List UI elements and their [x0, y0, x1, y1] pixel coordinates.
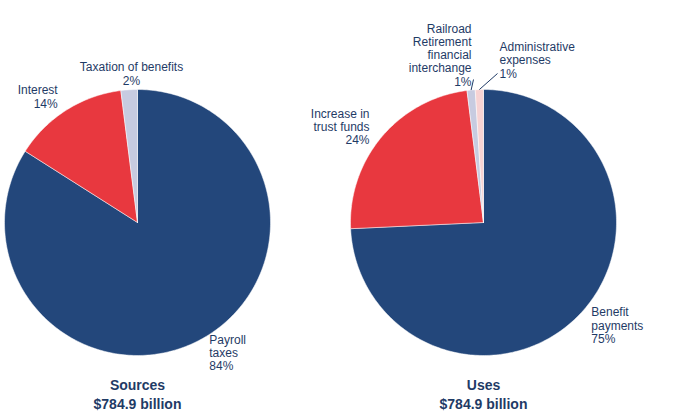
- svg-text:$784.9 billion: $784.9 billion: [94, 396, 182, 412]
- svg-text:Increase intrust funds24%: Increase intrust funds24%: [311, 107, 370, 147]
- svg-text:Payrolltaxes84%: Payrolltaxes84%: [209, 333, 246, 373]
- svg-text:Administrativeexpenses1%: Administrativeexpenses1%: [500, 40, 576, 80]
- svg-text:Benefitpayments75%: Benefitpayments75%: [591, 305, 643, 345]
- svg-text:$784.9 billion: $784.9 billion: [440, 396, 528, 412]
- svg-text:Uses: Uses: [467, 377, 501, 393]
- svg-text:Sources: Sources: [110, 377, 165, 393]
- svg-text:RailroadRetirementfinancialint: RailroadRetirementfinancialinterchange1%: [409, 22, 472, 89]
- svg-text:Interest14%: Interest14%: [18, 83, 59, 110]
- svg-text:Taxation of benefits2%: Taxation of benefits2%: [80, 60, 183, 87]
